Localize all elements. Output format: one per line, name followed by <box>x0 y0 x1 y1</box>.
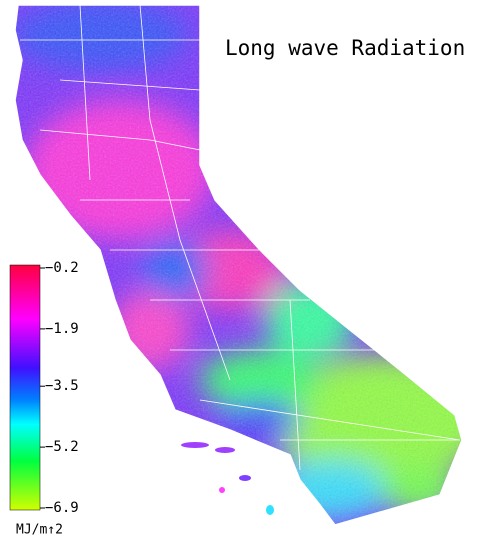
colorbar-tick-label: −0.2 <box>45 260 79 276</box>
colorbar-tick-label: −5.2 <box>45 439 79 455</box>
state-border <box>14 4 463 526</box>
colorbar-tick-label: −6.9 <box>45 500 79 516</box>
colorbar <box>9 264 41 511</box>
map-title: Long wave Radiation <box>225 36 465 60</box>
colorbar-tick-label: −3.5 <box>45 378 79 394</box>
county-lines <box>20 5 461 471</box>
colorbar-unit: MJ/m↑2 <box>16 523 63 538</box>
islands <box>181 442 274 515</box>
colorbar-tick-label: −1.9 <box>45 321 79 337</box>
